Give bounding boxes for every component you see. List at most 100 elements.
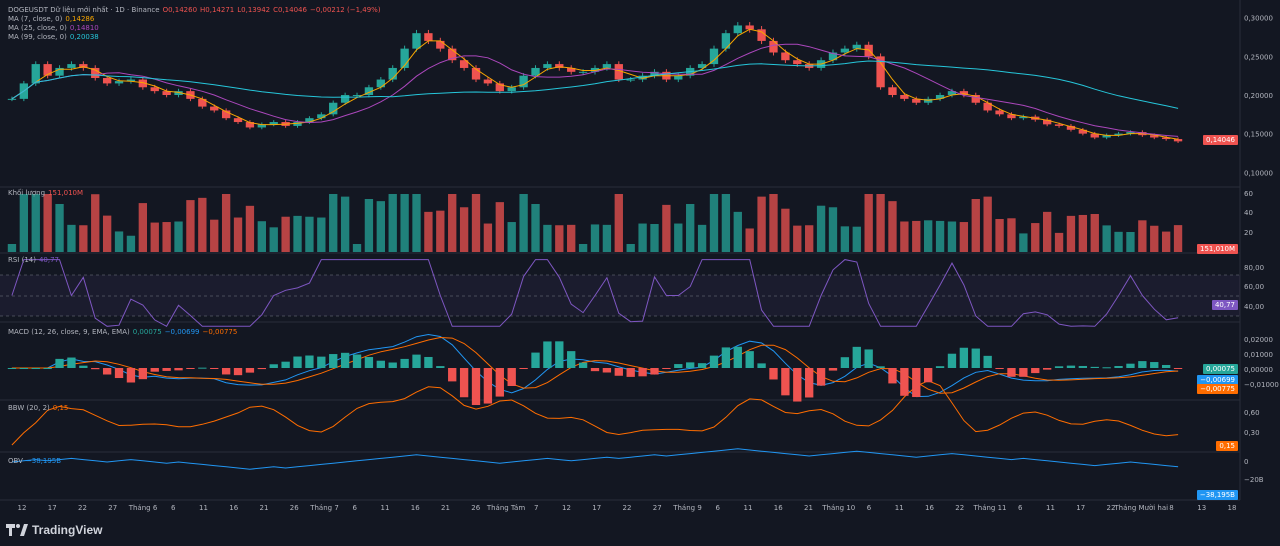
volume-bar xyxy=(590,224,600,252)
macd-hist-bar xyxy=(828,368,838,371)
symbol-line: DOGEUSDT Dữ liệu mới nhất · 1D · Binance xyxy=(8,6,160,14)
time-tick-label: 27 xyxy=(653,504,662,512)
volume-bar xyxy=(424,211,433,252)
candle-body xyxy=(614,64,623,80)
macd-hist-bar xyxy=(995,368,1004,369)
candle-body xyxy=(364,87,374,95)
volume-bar xyxy=(912,220,921,252)
ma99-label: MA (99, close, 0) xyxy=(8,33,67,41)
macd-hist-bar xyxy=(638,368,647,377)
candle-body xyxy=(79,64,88,68)
volume-bar xyxy=(245,205,255,252)
volume-bar xyxy=(578,244,588,252)
volume-bar xyxy=(519,194,528,252)
volume-bar xyxy=(1102,225,1111,252)
candle-body xyxy=(1066,125,1076,130)
obv-legend: OBV −38,195B xyxy=(8,457,64,466)
candle-body xyxy=(317,114,326,119)
candle-body xyxy=(233,118,243,123)
macd-hist-bar xyxy=(79,365,88,368)
candle-body xyxy=(1126,132,1135,134)
volume-bar xyxy=(43,194,52,252)
macd-badge-1: 0,00075 xyxy=(1203,364,1238,374)
macd-hist-bar xyxy=(412,354,421,368)
macd-hist-bar xyxy=(340,352,350,368)
time-tick-label: 8 xyxy=(1169,504,1173,512)
ohlc-change: −0,00212 (−1,49%) xyxy=(309,6,381,14)
candle-body xyxy=(709,48,719,65)
volume-bar xyxy=(721,194,731,252)
volume-legend: Khối lượng 151,010M xyxy=(8,189,86,198)
pane-tick-label: 0,60 xyxy=(1244,409,1260,417)
time-tick-label: 6 xyxy=(1018,504,1023,512)
volume-bar xyxy=(221,194,231,252)
volume-bar xyxy=(31,194,40,252)
macd-hist-bar xyxy=(935,366,945,368)
candle-body xyxy=(55,67,64,76)
macd-hist-bar xyxy=(721,347,731,368)
macd-badge-3: −0,00775 xyxy=(1197,384,1238,394)
candle-body xyxy=(174,91,183,95)
macd-label: MACD (12, 26, close, 9, EMA, EMA) xyxy=(8,328,130,336)
macd-line xyxy=(11,333,1179,398)
volume-bar xyxy=(852,226,861,252)
macd-hist-bar xyxy=(1066,365,1076,368)
ma7-value: 0,14286 xyxy=(65,15,95,23)
time-tick-label: Tháng 11 xyxy=(972,504,1006,512)
volume-bar xyxy=(293,215,302,252)
macd-hist-bar xyxy=(1078,365,1088,368)
macd-hist-bar xyxy=(1042,368,1052,370)
macd-hist-bar xyxy=(888,368,897,384)
volume-bar xyxy=(150,222,159,252)
macd-hist-bar xyxy=(483,368,493,404)
volume-bar xyxy=(995,219,1004,252)
macd-hist-bar xyxy=(19,368,29,369)
brand-logo[interactable]: TradingView xyxy=(6,523,102,537)
time-tick-label: 22 xyxy=(78,504,87,512)
candle-body xyxy=(543,64,552,68)
obv-line xyxy=(11,448,1179,470)
macd-hist-bar xyxy=(900,368,909,396)
candle-body xyxy=(983,102,992,111)
ma25-line xyxy=(11,43,1179,137)
last-price-badge: 0,14046 xyxy=(1203,135,1238,145)
time-tick-label: 26 xyxy=(290,504,299,512)
macd-hist-bar xyxy=(459,368,469,398)
time-tick-label: 6 xyxy=(171,504,176,512)
macd-hist-bar xyxy=(495,368,504,397)
time-tick-label: 22 xyxy=(955,504,964,512)
macd-hist-bar xyxy=(971,348,980,368)
candle-body xyxy=(971,95,980,103)
candle-body xyxy=(198,98,207,107)
macd-hist-bar xyxy=(614,368,623,376)
candle-body xyxy=(840,48,850,53)
candle-body xyxy=(650,71,659,76)
macd-hist-bar xyxy=(1173,368,1183,369)
macd-hist-bar xyxy=(733,346,742,368)
candle-body xyxy=(828,52,838,61)
rsi-badge: 40,77 xyxy=(1211,300,1238,310)
price-axis[interactable]: 0,30000 0,25000 0,20000 0,15000 0,10000 60 40 2… xyxy=(1244,15,1279,484)
volume-bar xyxy=(614,194,623,252)
volume-bar xyxy=(697,224,707,252)
macd-hist-bar xyxy=(471,368,481,406)
macd-hist-bar xyxy=(114,368,124,379)
candle-body xyxy=(340,95,350,103)
candle-body xyxy=(269,122,278,125)
volume-bar xyxy=(662,204,671,252)
macd-hist-bar xyxy=(1138,361,1147,368)
candle-body xyxy=(555,64,564,68)
time-tick-label: 22 xyxy=(623,504,632,512)
pane-tick-label: −20B xyxy=(1244,476,1264,484)
volume-bar xyxy=(198,197,207,252)
pane-tick-label: 60,00 xyxy=(1244,283,1264,291)
time-tick-label: 7 xyxy=(534,504,538,512)
candle-body xyxy=(1007,114,1016,119)
time-axis[interactable]: 12 17 22 27 Tháng 6 6 11 16 21 26 Tháng 7 6 11 16 21 26… xyxy=(18,504,1237,512)
volume-bar xyxy=(1150,225,1159,252)
macd-badge-2: −0,00699 xyxy=(1197,375,1238,385)
candle-body xyxy=(114,81,124,84)
candle-body xyxy=(590,67,600,72)
time-tick-label: Tháng 10 xyxy=(821,504,855,512)
price-tick-label: 0,15000 xyxy=(1244,131,1273,139)
